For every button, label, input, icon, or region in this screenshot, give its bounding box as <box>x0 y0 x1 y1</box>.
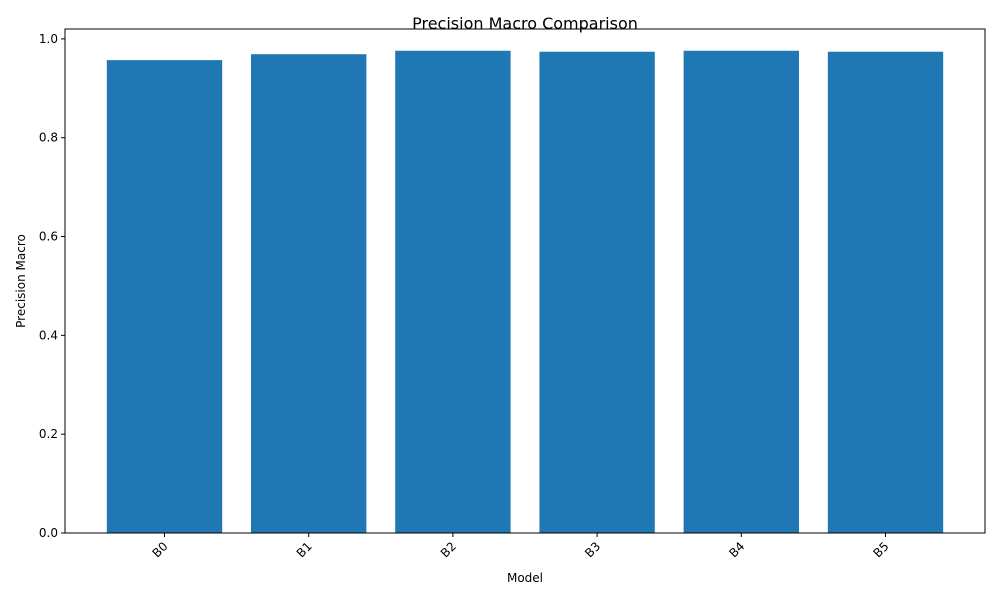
bars-group <box>106 50 944 534</box>
bar-b0 <box>106 60 223 533</box>
y-tick-label: 0.2 <box>39 427 58 441</box>
x-axis-label: Model <box>507 571 543 585</box>
y-tick-label: 0.8 <box>39 131 58 145</box>
x-tick-label: B0 <box>149 539 170 560</box>
y-tick-label: 1.0 <box>39 32 58 46</box>
plot-frame <box>64 28 986 534</box>
x-tick-label: B3 <box>582 539 603 560</box>
y-tick-label: 0.4 <box>39 328 58 342</box>
x-tick-label: B5 <box>870 539 891 560</box>
x-tick-label: B2 <box>438 539 459 560</box>
y-ticks-group: 0.0 0.2 0.4 0.6 0.8 1.0 <box>39 32 65 540</box>
x-ticks-group: B0 B1 B2 B3 B4 B5 <box>149 533 892 560</box>
bar-b5 <box>827 51 944 534</box>
y-axis-label: Precision Macro <box>14 234 28 328</box>
y-tick-label: 0.0 <box>39 526 58 540</box>
bar-b2 <box>395 50 511 533</box>
bar-b1 <box>251 54 367 533</box>
bar-b3 <box>539 51 655 534</box>
x-tick-label: B1 <box>294 539 315 560</box>
x-tick-label: B4 <box>726 539 747 560</box>
bar-b4 <box>683 50 799 533</box>
y-tick-label: 0.6 <box>39 230 58 244</box>
chart-title: Precision Macro Comparison <box>412 14 638 33</box>
